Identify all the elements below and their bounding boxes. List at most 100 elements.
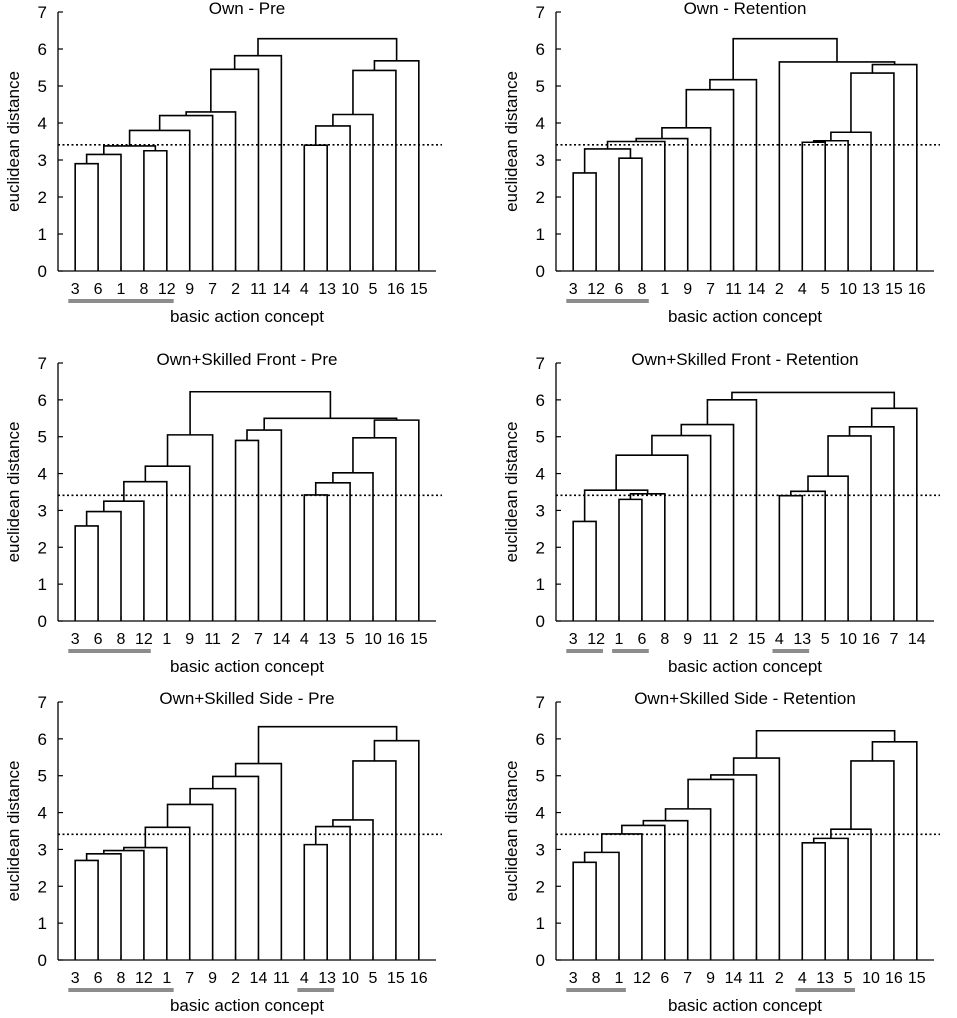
leaf-label: 6 bbox=[660, 970, 669, 987]
y-tick-label: 5 bbox=[536, 428, 545, 447]
panel-title: Own+Skilled Front - Retention bbox=[631, 350, 858, 369]
y-tick-label: 0 bbox=[536, 262, 545, 281]
y-tick-label: 5 bbox=[38, 767, 47, 786]
dendrogram-link bbox=[74, 525, 99, 621]
dendrogram-link bbox=[572, 172, 597, 271]
leaf-label: 13 bbox=[793, 631, 811, 648]
y-tick-label: 4 bbox=[38, 804, 47, 823]
dendrogram-link bbox=[352, 437, 397, 621]
leaf-label: 11 bbox=[204, 631, 221, 648]
leaf-label: 14 bbox=[272, 281, 290, 298]
dendrogram-link bbox=[807, 475, 849, 621]
y-axis-label: euclidean distance bbox=[502, 761, 521, 902]
leaf-label: 10 bbox=[839, 631, 857, 648]
dendrogram-link bbox=[583, 148, 632, 173]
y-tick-label: 7 bbox=[38, 3, 47, 22]
y-tick-label: 3 bbox=[536, 501, 545, 520]
leaf-label: 2 bbox=[231, 281, 240, 298]
dendrogram-link bbox=[830, 828, 872, 960]
leaf-label: 2 bbox=[775, 281, 784, 298]
leaf-label: 3 bbox=[569, 281, 578, 298]
dendrogram-link bbox=[185, 111, 237, 271]
dendrogram-link bbox=[661, 127, 712, 271]
y-tick-label: 0 bbox=[536, 612, 545, 631]
x-axis-label: basic action concept bbox=[170, 996, 324, 1015]
leaf-label: 12 bbox=[135, 631, 153, 648]
dendrogram-link bbox=[303, 843, 328, 960]
dendrogram-link bbox=[314, 125, 351, 271]
leaf-label: 16 bbox=[387, 281, 405, 298]
dendrogram-link bbox=[664, 808, 712, 960]
leaf-label: 8 bbox=[117, 970, 126, 987]
leaf-label: 7 bbox=[254, 631, 263, 648]
dendrogram-link bbox=[373, 419, 420, 621]
y-tick-label: 6 bbox=[536, 40, 545, 59]
dendrogram-link bbox=[778, 61, 896, 271]
leaf-label: 4 bbox=[300, 281, 309, 298]
leaf-label: 16 bbox=[862, 631, 880, 648]
dendrogram-link bbox=[731, 391, 896, 409]
leaf-label: 12 bbox=[135, 970, 153, 987]
leaf-label: 10 bbox=[862, 970, 880, 987]
leaf-label: 14 bbox=[908, 631, 926, 648]
leaf-label: 14 bbox=[748, 281, 766, 298]
leaf-label: 10 bbox=[341, 970, 359, 987]
leaf-label: 9 bbox=[706, 970, 715, 987]
leaf-label: 6 bbox=[94, 970, 103, 987]
leaf-label: 16 bbox=[885, 970, 903, 987]
dendrogram-link bbox=[812, 837, 849, 960]
leaf-label: 5 bbox=[821, 631, 830, 648]
dendrogram-link bbox=[74, 859, 99, 960]
leaf-label: 2 bbox=[231, 631, 240, 648]
y-tick-label: 4 bbox=[536, 465, 545, 484]
y-tick-label: 6 bbox=[38, 730, 47, 749]
leaf-label: 15 bbox=[387, 970, 405, 987]
leaf-label: 1 bbox=[660, 281, 669, 298]
dendrogram-link bbox=[572, 520, 597, 621]
dendrogram-link bbox=[103, 849, 145, 960]
y-tick-label: 5 bbox=[536, 767, 545, 786]
dendrogram-link bbox=[572, 861, 597, 960]
panel-title: Own+Skilled Side - Pre bbox=[159, 689, 334, 708]
leaf-label: 4 bbox=[798, 281, 807, 298]
dendrogram-link bbox=[601, 833, 643, 960]
leaf-label: 11 bbox=[273, 970, 290, 987]
dendrogram-link bbox=[812, 139, 849, 271]
dendrogram-link bbox=[123, 846, 168, 960]
leaf-label: 8 bbox=[637, 281, 646, 298]
dendrogram-link bbox=[143, 149, 168, 271]
leaf-label: 15 bbox=[908, 970, 926, 987]
y-tick-label: 3 bbox=[38, 840, 47, 859]
y-tick-label: 1 bbox=[38, 914, 47, 933]
dendrogram-link bbox=[615, 454, 689, 621]
panel-title: Own - Pre bbox=[209, 0, 286, 18]
leaf-label: 13 bbox=[816, 970, 834, 987]
leaf-label: 14 bbox=[272, 631, 290, 648]
leaf-label: 5 bbox=[346, 631, 355, 648]
leaf-label: 9 bbox=[683, 631, 692, 648]
leaf-label: 8 bbox=[139, 281, 148, 298]
leaf-label: 1 bbox=[117, 281, 126, 298]
dendrogram-link bbox=[850, 760, 895, 960]
panel-title: Own+Skilled Side - Retention bbox=[634, 689, 856, 708]
dendrogram-link bbox=[314, 825, 351, 960]
y-tick-label: 3 bbox=[38, 501, 47, 520]
leaf-label: 5 bbox=[844, 970, 853, 987]
dendrogram-link bbox=[352, 760, 397, 960]
leaf-label: 2 bbox=[729, 631, 738, 648]
panel-3: Own+Skilled Front - Pre01234567euclidean… bbox=[4, 350, 442, 676]
dendrogram-link bbox=[790, 490, 826, 621]
leaf-label: 14 bbox=[250, 970, 268, 987]
dendrogram-link bbox=[85, 153, 122, 271]
leaf-label: 3 bbox=[71, 281, 80, 298]
leaf-label: 7 bbox=[185, 970, 194, 987]
leaf-label: 2 bbox=[775, 970, 784, 987]
leaf-label: 11 bbox=[702, 631, 719, 648]
y-tick-label: 4 bbox=[38, 114, 47, 133]
leaf-label: 4 bbox=[775, 631, 784, 648]
leaf-label: 8 bbox=[117, 631, 126, 648]
leaf-label: 11 bbox=[748, 970, 765, 987]
dendrogram-link bbox=[621, 824, 666, 960]
dendrogram-link bbox=[189, 390, 332, 435]
